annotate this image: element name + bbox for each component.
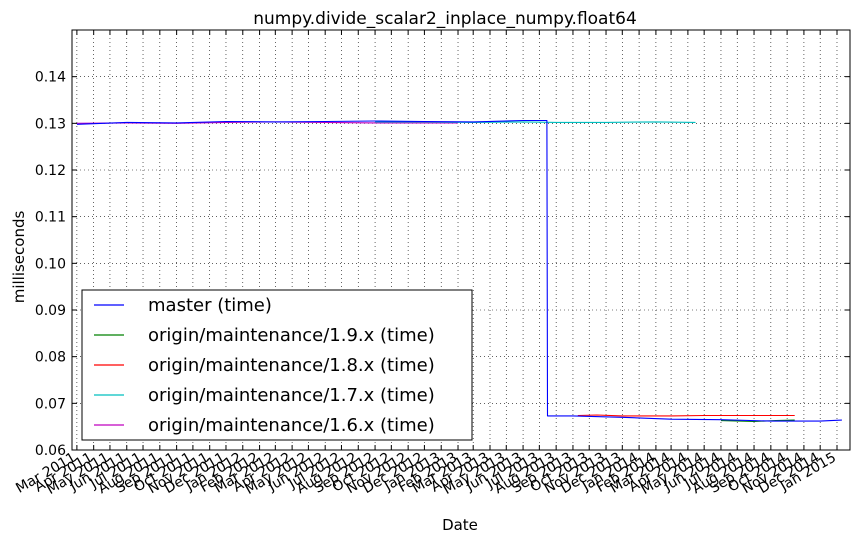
y-axis-label: milliseconds	[10, 211, 28, 304]
legend-label: origin/maintenance/1.7.x (time)	[148, 385, 435, 406]
y-tick-label: 0.13	[35, 116, 66, 132]
legend-label: origin/maintenance/1.6.x (time)	[148, 415, 435, 436]
x-axis-label: Date	[442, 516, 478, 534]
series-line-0	[76, 119, 842, 422]
axes-frame	[71, 29, 851, 451]
y-tick-label: 0.06	[35, 443, 66, 459]
y-tick-label: 0.14	[35, 70, 66, 86]
series-layer	[76, 119, 842, 423]
legend-label: origin/maintenance/1.8.x (time)	[148, 355, 435, 376]
legend-box	[81, 289, 473, 441]
y-tick-label: 0.10	[35, 256, 66, 272]
y-tick-label: 0.08	[35, 350, 66, 366]
legend-label: origin/maintenance/1.9.x (time)	[148, 325, 435, 346]
y-tick-label: 0.09	[35, 303, 66, 319]
y-tick-label: 0.12	[35, 163, 66, 179]
y-tick-label: 0.07	[35, 396, 66, 412]
legend: master (time) origin/maintenance/1.9.x (t…	[81, 289, 473, 441]
series-line-2	[577, 414, 795, 417]
chart-title: numpy.divide_scalar2_inplace_numpy.float…	[253, 9, 637, 29]
y-axis: 0.06 0.07 0.08 0.09 0.10 0.11 0.12 0.13 0.14	[35, 70, 850, 459]
y-tick-label: 0.11	[35, 210, 66, 226]
legend-label: master (time)	[148, 295, 272, 316]
